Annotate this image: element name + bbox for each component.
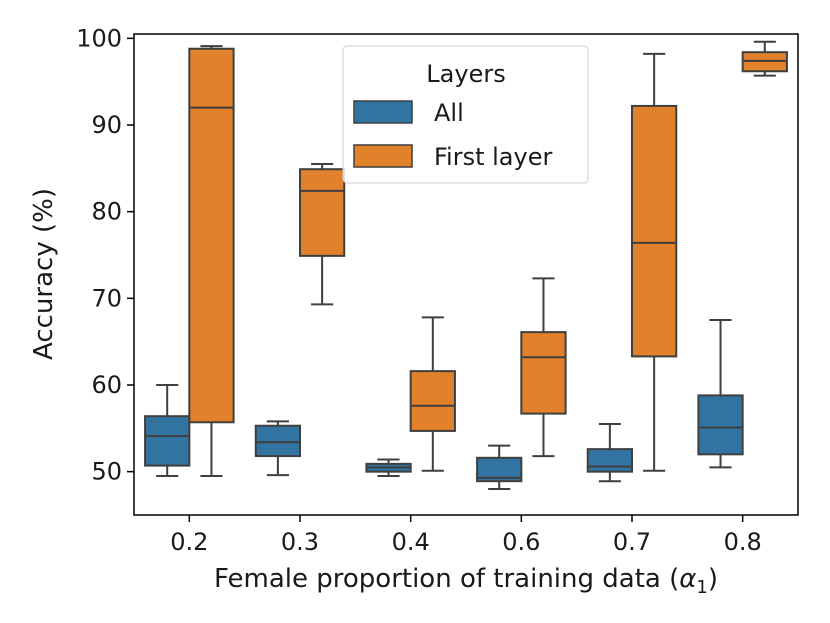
box-first-layer-0.4: [409, 316, 456, 472]
box-all-0.8: [697, 319, 744, 469]
x-axis-label-subscript: 1: [696, 577, 707, 598]
box-body: [697, 394, 744, 456]
axis-ticks: 50 60 70 80 90 100 0.2 0.3 0.4 0.6 0.7 0.8: [76, 24, 762, 556]
legend: Layers All First layer: [342, 45, 589, 184]
x-axis-label-close: ): [708, 564, 718, 594]
y-tick-label: 100: [76, 24, 122, 52]
box-first-layer-0.6: [520, 277, 567, 458]
x-tick-label: 0.2: [170, 528, 208, 556]
y-tick-label: 70: [91, 284, 122, 312]
box-all-0.3: [254, 420, 302, 477]
box-body: [188, 47, 235, 424]
box-all-0.7: [586, 423, 634, 483]
y-tick-label: 50: [91, 458, 122, 486]
box-all-0.4: [365, 458, 412, 477]
box-first-layer-0.3: [299, 163, 346, 306]
x-tick-label: 0.3: [281, 528, 319, 556]
legend-swatch-first-layer: [353, 144, 413, 168]
box-body: [144, 415, 191, 467]
box-body: [520, 331, 567, 415]
box-body: [476, 456, 523, 483]
x-tick-label: 0.4: [392, 528, 430, 556]
box-body: [409, 370, 456, 432]
box-first-layer-0.7: [631, 52, 678, 472]
legend-label-all: All: [434, 99, 464, 127]
y-tick-label: 60: [91, 371, 122, 399]
x-tick-label: 0.6: [502, 528, 540, 556]
box-body: [299, 168, 346, 257]
x-axis-label-symbol: α: [679, 564, 696, 594]
legend-swatch-all: [353, 100, 413, 124]
x-axis-label: Female proportion of training data (α1): [214, 564, 718, 598]
box-all-0.2: [144, 384, 191, 477]
y-tick-label: 80: [91, 198, 122, 226]
box-first-layer-0.8: [741, 40, 788, 77]
box-body: [254, 424, 302, 458]
legend-title: Layers: [426, 60, 505, 88]
x-tick-label: 0.7: [613, 528, 651, 556]
y-axis-label: Accuracy (%): [29, 188, 59, 360]
box-body: [586, 448, 634, 473]
x-tick-label: 0.8: [724, 528, 762, 556]
x-axis-label-text: Female proportion of training data (: [214, 564, 679, 594]
box-all-0.6: [476, 444, 523, 490]
legend-label-first-layer: First layer: [434, 143, 552, 171]
y-tick-label: 90: [91, 111, 122, 139]
box-body: [631, 104, 678, 358]
plot-area: [144, 40, 788, 490]
axes-frame: [133, 33, 799, 516]
box-first-layer-0.2: [188, 45, 235, 477]
